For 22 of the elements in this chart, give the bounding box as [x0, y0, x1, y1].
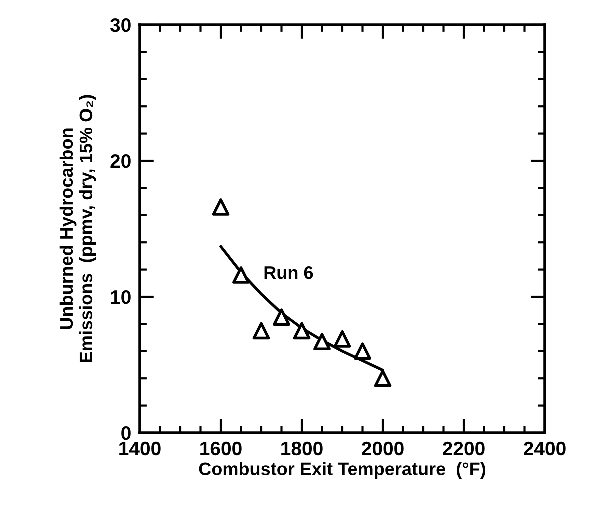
point [314, 333, 331, 351]
point [354, 342, 372, 360]
x-tick-label: 1600 [200, 442, 242, 456]
y-tick-label: 10 [111, 290, 131, 304]
x-tick-label: 1800 [282, 442, 323, 456]
y-axis-title: Unburned Hydrocarbon Emissions (ppmv, dry, 15% O₂) [60, 95, 96, 362]
point [273, 308, 290, 326]
series-label: Run 6 [264, 266, 314, 280]
x-tick-label: 2400 [524, 442, 566, 456]
y-tick-label: 30 [110, 18, 131, 32]
point [252, 322, 270, 340]
x-tick-label: 1400 [120, 442, 161, 456]
y-tick-label: 20 [110, 154, 131, 168]
point [293, 322, 311, 340]
point [232, 266, 250, 284]
y-tick-label: 0 [122, 426, 131, 440]
point [334, 330, 352, 348]
x-axis-title: Combustor Exit Temperature (°F) [199, 462, 486, 480]
point [212, 198, 230, 216]
x-tick-label: 2000 [362, 442, 404, 456]
x-tick-label: 2200 [443, 442, 485, 456]
point [374, 370, 392, 388]
